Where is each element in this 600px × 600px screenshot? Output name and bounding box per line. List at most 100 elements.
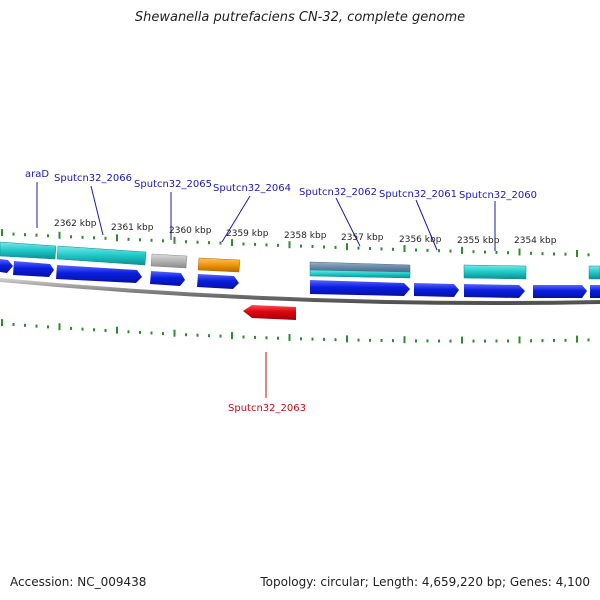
cds-feature-sputcn32-2060[interactable] [463,264,527,280]
inner-scale-tick [334,338,337,342]
leader-line-sputcn32-2066 [90,185,104,236]
inner-scale-tick [242,335,245,339]
gene-arrow-sputcn32-2065[interactable] [150,271,185,286]
inner-scale-tick [311,337,314,341]
inner-scale-tick [564,338,567,342]
gene-arrow-edge[interactable] [590,285,600,298]
inner-scale-tick [104,329,107,332]
leader-line-sputcn32-2064 [221,195,251,243]
inner-scale-tick [208,334,210,338]
outer-scale-tick [541,252,544,256]
gene-arrow-sputcn32-2059[interactable] [533,285,587,298]
gene-arrow-sputcn32-2066[interactable] [56,265,142,283]
outer-scale-tick [93,236,95,240]
inner-scale-tick [35,324,38,328]
inner-scale-tick [185,333,187,337]
inner-scale-tick [196,333,199,337]
outer-scale-tick [461,246,463,254]
gene-label-sputcn32-2065[interactable]: Sputcn32_2065 [134,179,212,190]
inner-scale-tick [415,339,417,343]
cds-feature-sputcn32-2064[interactable] [197,257,241,273]
scale-label: 2361 kbp [111,223,154,233]
scale-label: 2362 kbp [54,219,97,229]
inner-scale-tick [12,323,15,326]
label-leader-lines [36,182,496,398]
outer-scale-tick [553,252,555,256]
inner-scale-tick [541,339,544,343]
inner-scale-tick [484,339,486,343]
gene-label-sputcn32-2066[interactable]: Sputcn32_2066 [54,173,132,184]
scale-label: 2358 kbp [284,231,327,241]
outer-scale-tick [208,241,210,245]
inner-scale-tick [58,323,61,331]
inner-scale-tick [323,337,325,341]
outer-scale-tick [1,229,3,237]
outer-scale-tick [139,238,141,242]
inner-scale-tick [254,335,256,339]
outer-scale-tick [70,235,72,239]
inner-scale-tick [403,336,406,344]
inner-scale-tick [553,339,555,342]
inner-scale-tick [162,332,164,336]
gene-arrow-arad[interactable] [0,259,13,273]
scale-label: 2355 kbp [457,236,500,246]
gene-label-sputcn32-2064[interactable]: Sputcn32_2064 [213,183,291,194]
outer-scale-tick [219,241,222,245]
outer-scale-ticks [1,229,590,257]
inner-scale-tick [507,339,509,343]
outer-scale-tick [587,253,590,257]
cds-feature-arad[interactable] [0,241,57,260]
inner-scale-tick [449,339,452,343]
leader-line-sputcn32-2062 [335,197,361,247]
gene-label-sputcn32-2062[interactable]: Sputcn32_2062 [299,187,377,198]
inner-scale-tick [472,339,475,343]
inner-scale-tick [438,339,440,343]
outer-scale-tick [426,248,429,252]
outer-scale-tick [254,242,256,246]
gene-label-arad[interactable]: araD [25,169,49,180]
inner-scale-tick [518,336,521,344]
outer-scale-tick [484,250,486,254]
gene-arrow-sputcn32-2063[interactable] [243,305,296,320]
outer-scale-tick [104,236,107,240]
gene-arrow-sputcn32-2061[interactable] [414,283,459,297]
inner-scale-tick [380,339,383,342]
gene-label-sputcn32-2063[interactable]: Sputcn32_2063 [228,403,306,414]
inner-scale-tick [81,327,84,331]
outer-scale-tick [265,243,268,247]
gene-arrow-sputcn32-2064[interactable] [197,274,239,289]
cds-feature-sputcn32-2065[interactable] [150,253,188,269]
gene-label-sputcn32-2061[interactable]: Sputcn32_2061 [379,189,457,200]
gene-arrow-sputcn32-2067[interactable] [13,261,54,277]
cds-feature-edge[interactable] [588,265,600,280]
outer-scale-tick [173,236,176,244]
inner-scale-tick [70,326,72,330]
outer-scale-tick [311,245,314,248]
outer-scale-tick [518,248,521,256]
cds-feature-sputcn32-2062-b[interactable] [309,269,411,279]
inner-scale-tick [24,323,26,327]
outer-scale-tick [116,234,118,242]
inner-scale-tick [116,326,118,334]
inner-scale-tick [219,334,222,338]
outer-scale-tick [576,250,578,257]
outer-scale-tick [392,247,394,251]
gene-arrow-sputcn32-2060[interactable] [464,284,525,298]
outer-scale-tick [438,249,440,253]
scale-label: 2360 kbp [169,226,212,236]
gene-label-sputcn32-2060[interactable]: Sputcn32_2060 [459,190,537,201]
inner-scale-tick [357,338,360,342]
outer-scale-tick [403,245,406,253]
outer-scale-tick [242,242,245,246]
cds-feature-sputcn32-2066[interactable] [56,245,147,266]
scale-label: 2359 kbp [226,229,269,239]
inner-scale-tick [265,336,268,340]
outer-scale-tick [357,246,360,250]
inner-scale-tick [426,339,429,343]
leader-line-sputcn32-2061 [415,199,438,251]
inner-scale-tick [150,331,153,335]
inner-scale-tick [346,335,348,343]
gene-arrow-sputcn32-2062[interactable] [310,280,410,296]
outer-scale-tick [380,247,383,251]
